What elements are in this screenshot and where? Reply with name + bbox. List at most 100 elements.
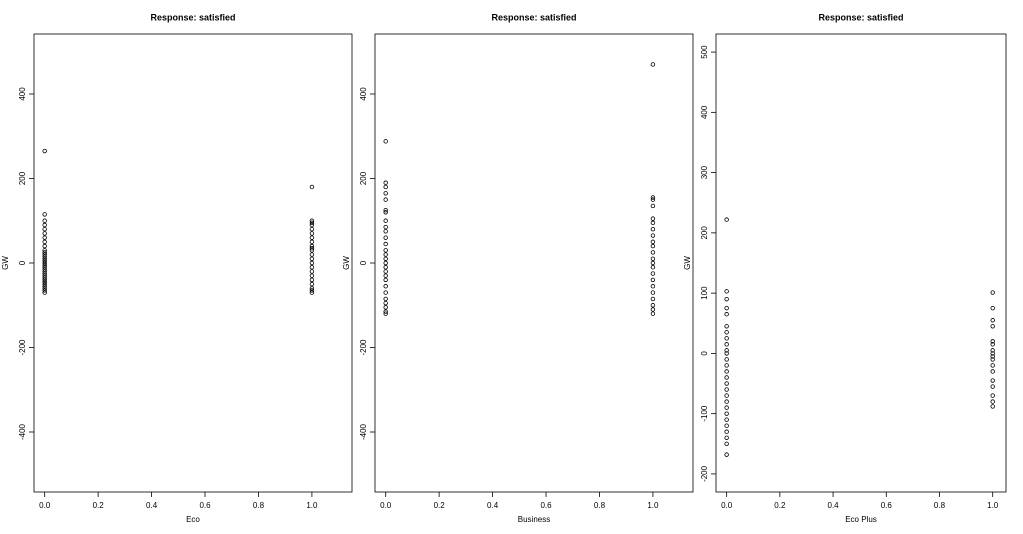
point [724, 351, 729, 356]
point [42, 148, 47, 154]
plot-box [715, 33, 1007, 493]
x-tick-label: 1.0 [647, 501, 659, 510]
point [724, 296, 729, 302]
point [990, 399, 995, 404]
y-axis-label: GW [683, 256, 692, 270]
point [42, 284, 47, 289]
point [383, 241, 388, 247]
point [309, 265, 315, 270]
point [650, 220, 656, 226]
point [309, 286, 315, 291]
x-tick-label: 0.4 [146, 501, 158, 510]
y-tick-label: 200 [359, 171, 368, 185]
point [42, 290, 47, 295]
point [383, 273, 388, 278]
point [990, 384, 995, 389]
point [650, 243, 656, 249]
point [42, 252, 47, 257]
point [383, 260, 388, 266]
point [309, 243, 315, 249]
point [724, 375, 729, 380]
point [650, 260, 656, 266]
point [309, 269, 315, 274]
point [990, 404, 995, 409]
x-tick-label: 0.2 [93, 501, 105, 510]
point [724, 357, 729, 362]
point [383, 265, 388, 270]
point [990, 305, 995, 311]
point [990, 363, 995, 368]
y-tick-label: 0 [18, 260, 27, 265]
point [650, 303, 656, 308]
point [42, 243, 47, 249]
point [309, 231, 315, 236]
y-tick-label: 300 [700, 165, 709, 179]
point [990, 324, 995, 329]
point [650, 203, 656, 209]
y-tick-label: 200 [18, 171, 27, 185]
point [650, 250, 656, 255]
point [42, 275, 47, 280]
point [383, 197, 388, 202]
point [383, 248, 388, 253]
point [383, 235, 388, 240]
point [990, 378, 995, 383]
x-tick-label: 0.0 [39, 501, 51, 510]
point [309, 235, 315, 240]
point [383, 218, 388, 223]
point [724, 411, 729, 416]
point [383, 224, 388, 230]
point [42, 254, 47, 259]
point [383, 284, 388, 289]
point [650, 290, 656, 295]
plot-box [33, 33, 353, 493]
point [650, 311, 656, 316]
point [42, 267, 47, 272]
x-tick-label: 0.8 [253, 501, 265, 510]
x-tick-label: 0.8 [934, 501, 946, 510]
x-tick-label: 0.4 [487, 501, 499, 510]
point [990, 351, 995, 356]
point [42, 269, 47, 274]
y-tick-label: -100 [700, 405, 709, 422]
point [383, 184, 388, 190]
point [42, 222, 47, 228]
point [42, 226, 47, 232]
point [990, 318, 995, 323]
point [650, 195, 656, 200]
point [42, 262, 47, 268]
y-tick-label: -200 [359, 339, 368, 356]
point [42, 256, 47, 261]
point [724, 217, 729, 222]
x-tick-label: 0.4 [828, 501, 840, 510]
x-tick-label: 0.0 [721, 501, 733, 510]
point [724, 387, 729, 392]
point [650, 284, 656, 289]
point [383, 252, 388, 257]
y-tick-label: 500 [700, 45, 709, 59]
point [724, 381, 729, 386]
point [650, 296, 656, 302]
y-tick-label: 0 [700, 351, 709, 356]
point [650, 239, 656, 245]
point [383, 191, 388, 196]
chart-title: Response: satisfied [150, 12, 235, 22]
point [42, 239, 47, 245]
point [724, 405, 729, 410]
point [309, 248, 315, 253]
point [309, 222, 315, 228]
point [724, 342, 729, 347]
point [650, 271, 656, 276]
y-tick-label: -400 [359, 423, 368, 440]
point [383, 290, 388, 295]
point [42, 288, 47, 293]
y-axis-label: GW [342, 256, 351, 270]
point [309, 220, 315, 226]
point [42, 271, 47, 276]
point [724, 369, 729, 374]
chart-title: Response: satisfied [818, 12, 903, 22]
point [724, 399, 729, 404]
point [650, 197, 656, 202]
point [383, 309, 388, 314]
point [42, 248, 47, 253]
